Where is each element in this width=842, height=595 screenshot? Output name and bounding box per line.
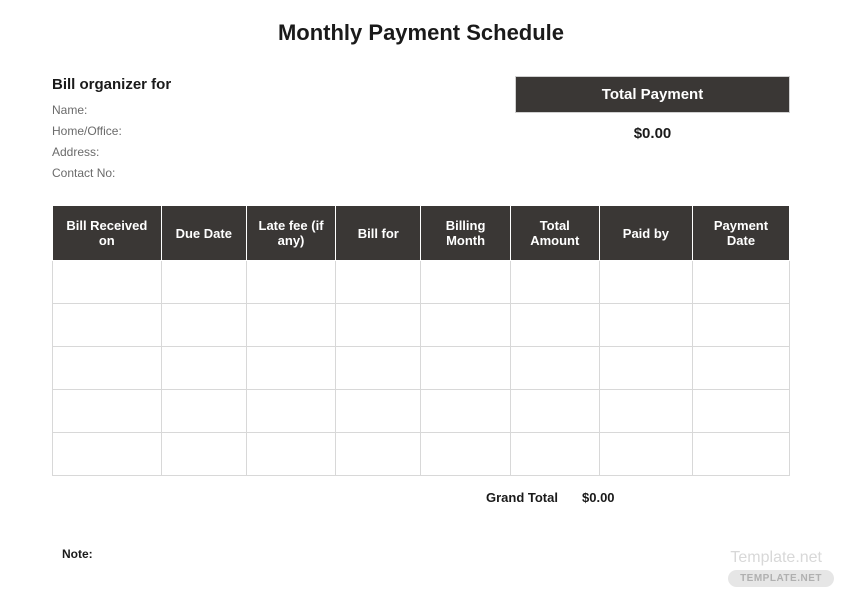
table-body (53, 261, 790, 476)
page-title: Monthly Payment Schedule (52, 20, 790, 46)
header-section: Bill organizer for Name: Home/Office: Ad… (52, 76, 790, 187)
watermark-badge: TEMPLATE.NET (728, 570, 834, 587)
watermark-text: Template.net (730, 549, 822, 567)
col-bill-received: Bill Received on (53, 206, 162, 261)
contact-label: Contact No: (52, 166, 515, 180)
organizer-heading: Bill organizer for (52, 76, 515, 93)
table-header-row: Bill Received on Due Date Late fee (if a… (53, 206, 790, 261)
total-payment-box: Total Payment $0.00 (515, 76, 790, 154)
col-due-date: Due Date (161, 206, 246, 261)
home-office-label: Home/Office: (52, 124, 515, 138)
total-payment-header: Total Payment (515, 76, 790, 113)
col-payment-date: Payment Date (692, 206, 789, 261)
table-row (53, 261, 790, 304)
table-row (53, 347, 790, 390)
col-paid-by: Paid by (599, 206, 692, 261)
col-bill-for: Bill for (336, 206, 421, 261)
payment-table: Bill Received on Due Date Late fee (if a… (52, 205, 790, 476)
total-payment-value: $0.00 (515, 113, 790, 154)
grand-total-value: $0.00 (582, 490, 615, 505)
organizer-info: Bill organizer for Name: Home/Office: Ad… (52, 76, 515, 187)
grand-total-row: Grand Total $0.00 (52, 490, 790, 505)
col-late-fee: Late fee (if any) (246, 206, 335, 261)
table-row (53, 390, 790, 433)
note-label: Note: (62, 547, 790, 561)
address-label: Address: (52, 145, 515, 159)
col-total-amount: Total Amount (510, 206, 599, 261)
table-row (53, 304, 790, 347)
col-billing-month: Billing Month (421, 206, 510, 261)
name-label: Name: (52, 103, 515, 117)
table-row (53, 433, 790, 476)
grand-total-label: Grand Total (486, 490, 570, 505)
